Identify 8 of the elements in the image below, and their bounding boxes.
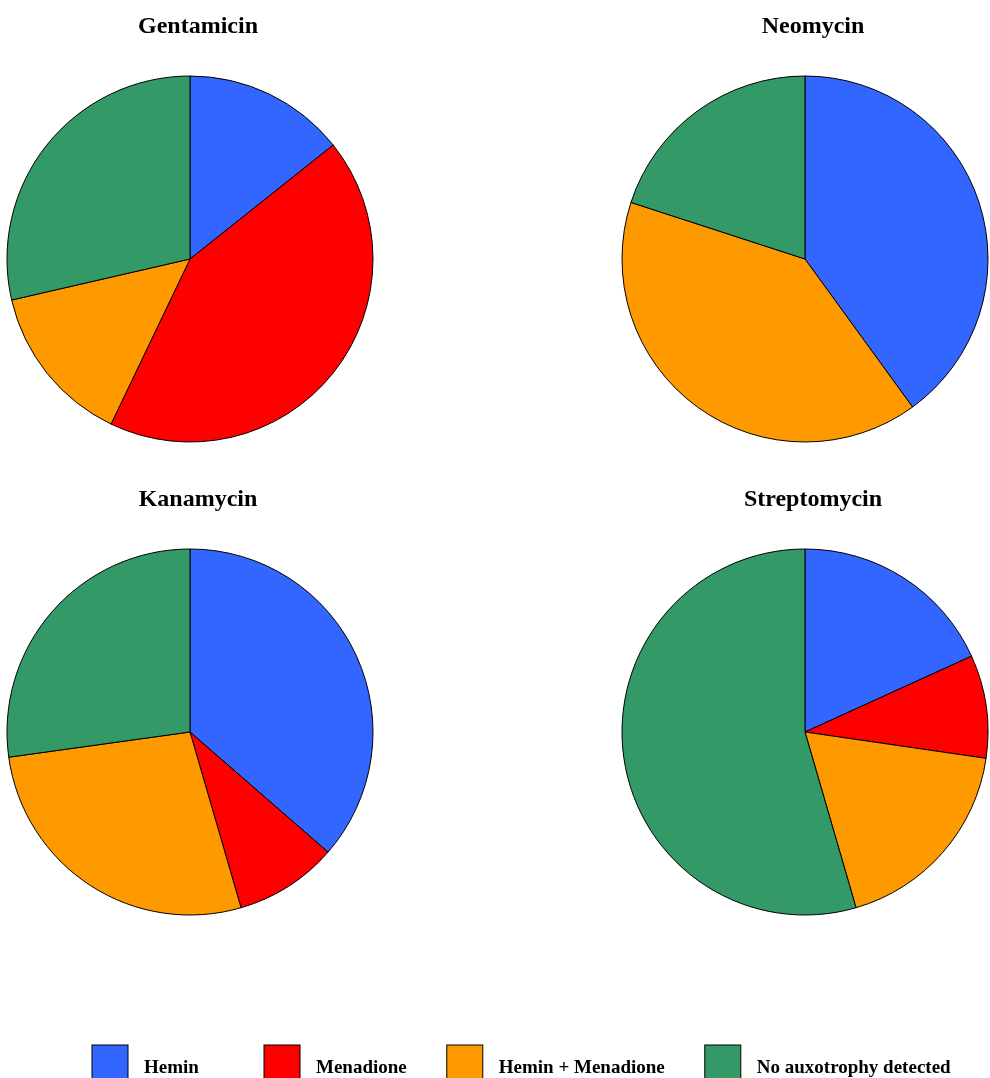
chart-title: Kanamycin <box>138 485 258 511</box>
legend-label: Menadione <box>316 1056 407 1077</box>
legend-label: Hemin <box>144 1056 200 1077</box>
chart-title: Neomycin <box>761 12 865 38</box>
chart-title: Gentamicin <box>138 12 258 38</box>
legend-label: No auxotrophy detected <box>756 1056 952 1077</box>
chart-title: Streptomycin <box>743 485 883 511</box>
legend-label: Hemin + Menadione <box>498 1056 665 1077</box>
